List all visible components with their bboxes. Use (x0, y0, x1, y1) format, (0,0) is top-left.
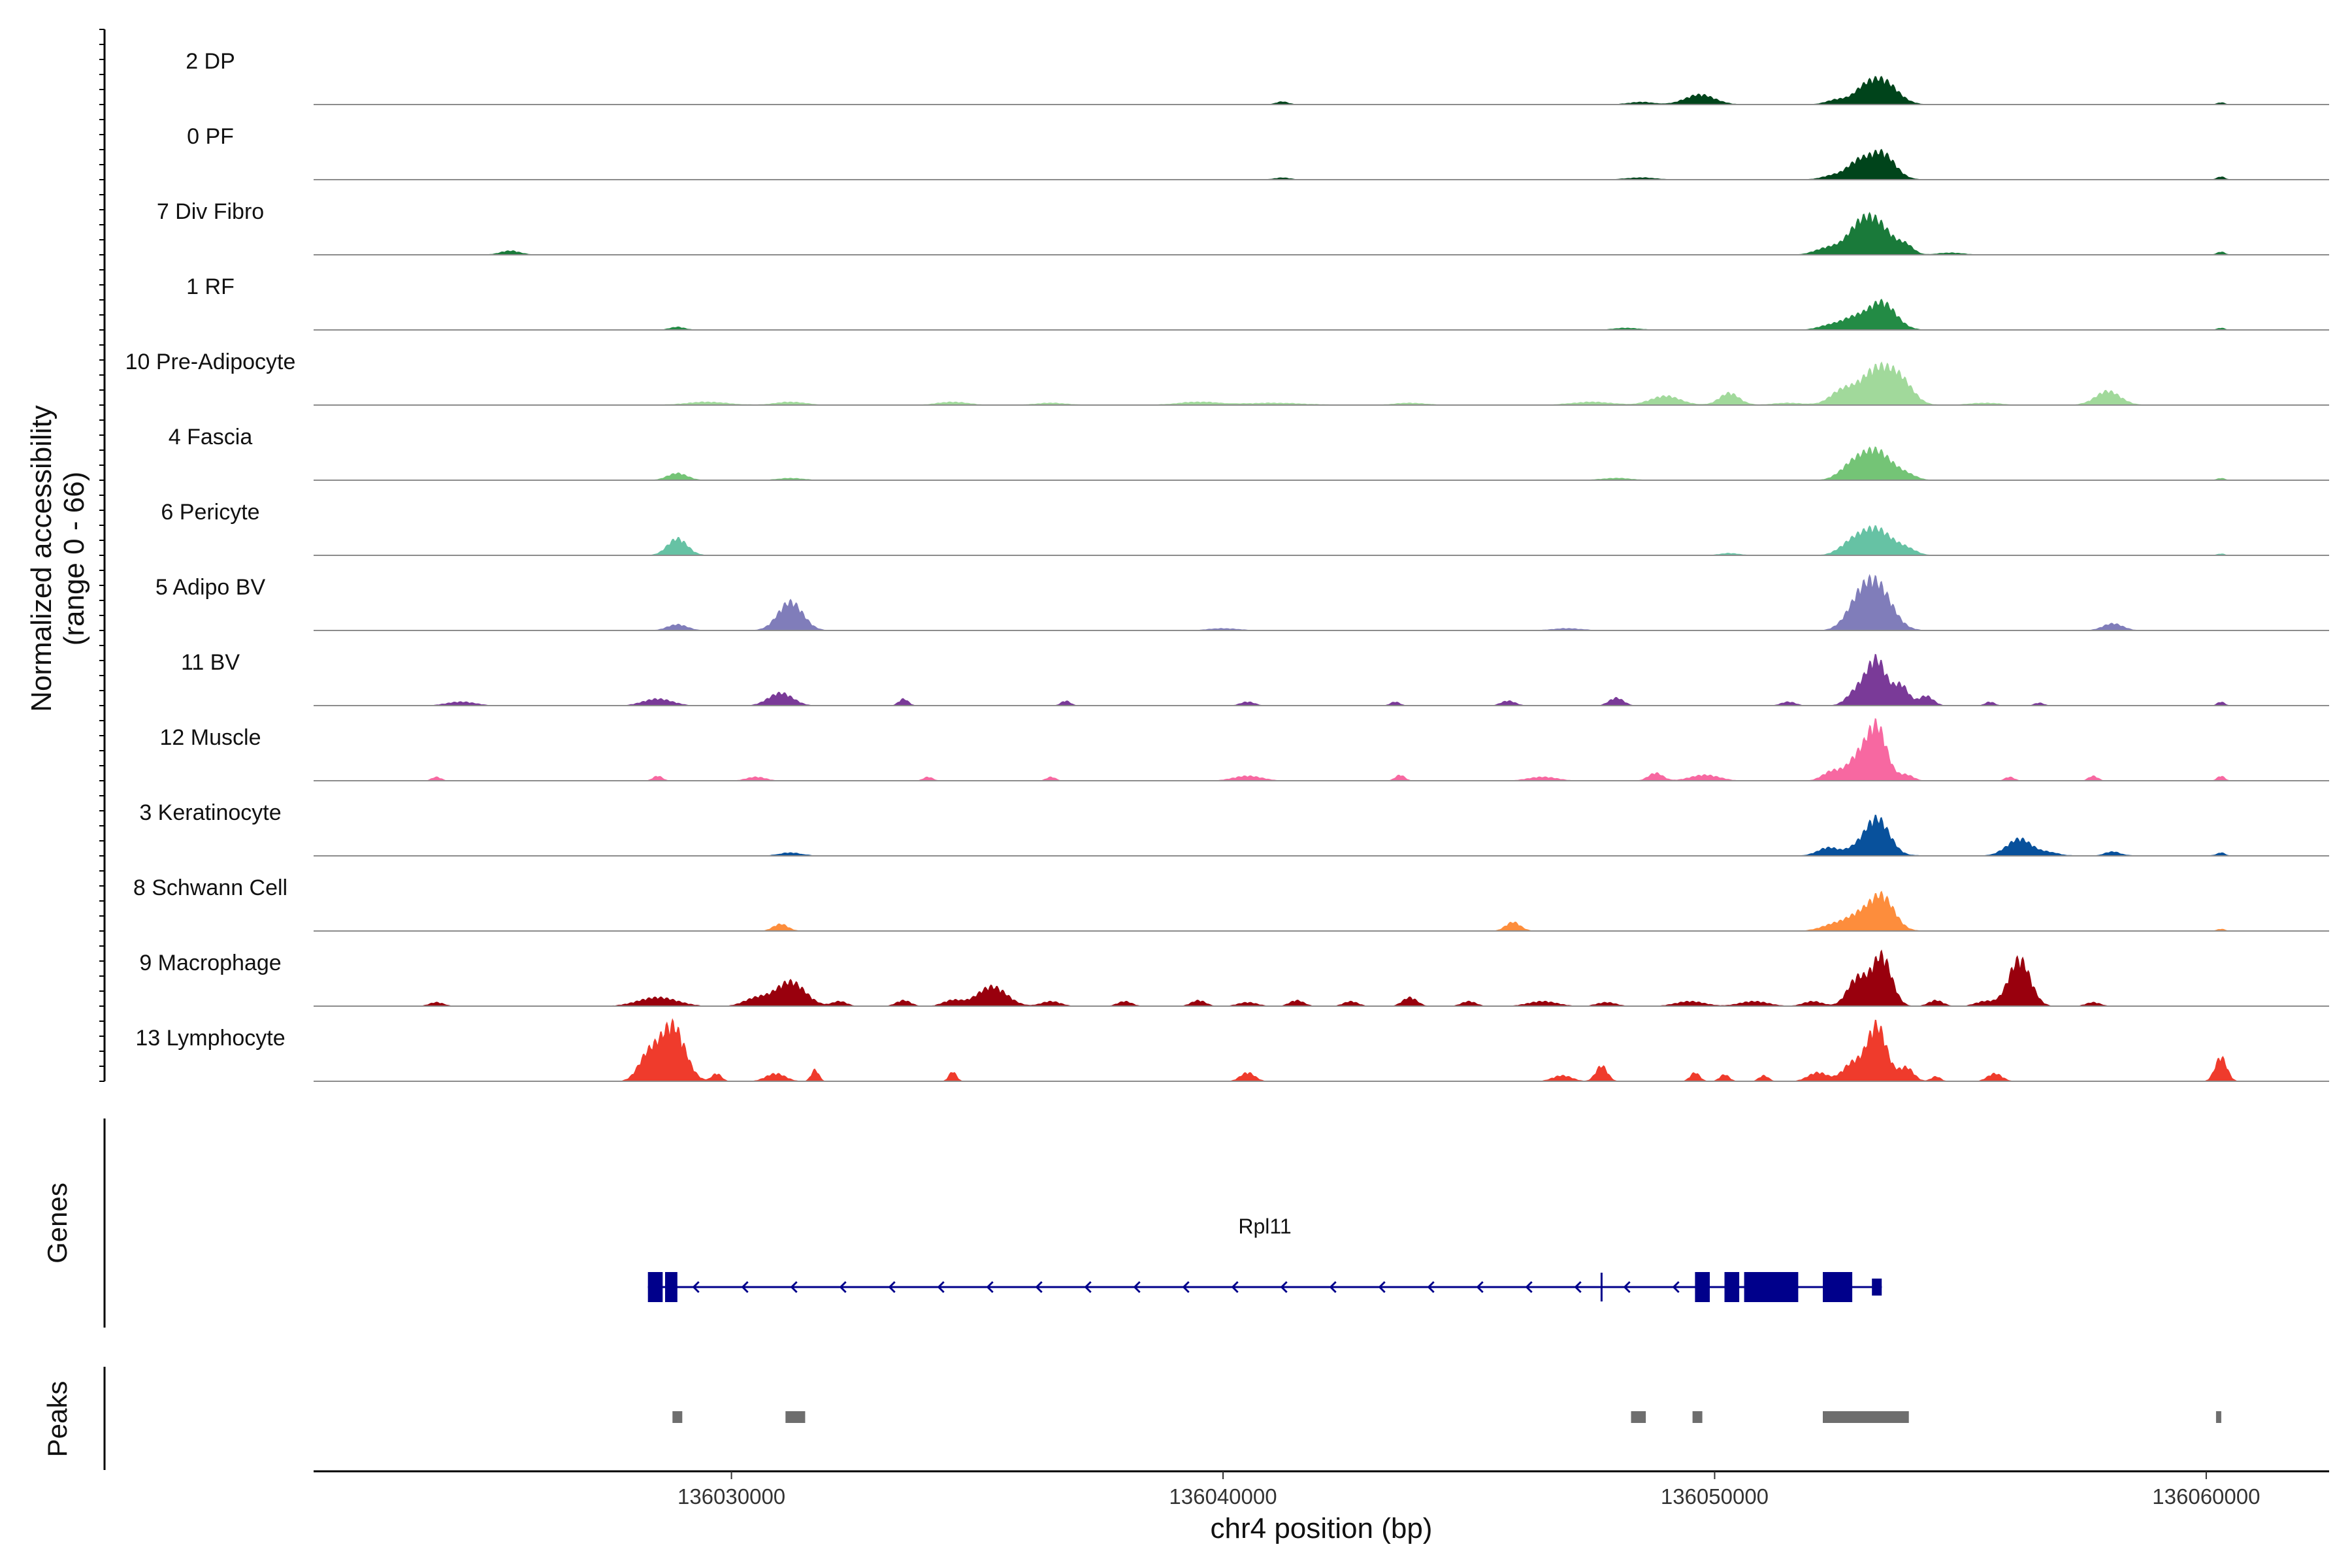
track-coverage-area (314, 148, 2329, 180)
track-coverage-area (314, 525, 2329, 555)
track-label: 4 Fascia (169, 425, 253, 449)
gene-exon (1695, 1272, 1710, 1302)
gene-exon (1744, 1272, 1799, 1302)
peak-region (672, 1411, 683, 1423)
strand-arrow (1427, 1281, 1435, 1294)
track-label: 8 Schwann Cell (133, 875, 287, 900)
track-14: 13 Lymphocyte (135, 1018, 2329, 1082)
strand-arrow (1378, 1281, 1386, 1294)
genes-panel-title: Genes (42, 1183, 73, 1264)
strand-arrow (937, 1281, 945, 1294)
peak-region (785, 1411, 806, 1423)
track-label: 9 Macrophage (139, 951, 281, 975)
track-coverage-area (314, 76, 2329, 105)
strand-arrow (692, 1281, 700, 1294)
track-13: 9 Macrophage (139, 949, 2329, 1007)
track-9: 11 BV (181, 650, 2329, 706)
track-4: 1 RF (186, 274, 2329, 331)
track-coverage-area (314, 718, 2329, 781)
track-label: 1 RF (186, 274, 235, 299)
coverage-y-ticks (99, 29, 105, 1082)
peaks-panel-title: Peaks (42, 1381, 73, 1458)
peaks-panel: Peaks (42, 1367, 2221, 1470)
track-7: 6 Pericyte (161, 500, 2329, 556)
strand-arrow (839, 1281, 847, 1294)
x-axis-title: chr4 position (bp) (1211, 1512, 1433, 1544)
track-10: 12 Muscle (160, 718, 2329, 781)
track-coverage-area (314, 212, 2329, 255)
x-tick-label: 136060000 (2152, 1484, 2260, 1509)
strand-arrow (1672, 1281, 1680, 1294)
strand-arrow (986, 1281, 994, 1294)
track-coverage-area (314, 446, 2329, 480)
strand-arrow (1280, 1281, 1288, 1294)
track-label: 12 Muscle (160, 725, 261, 750)
track-coverage-area (314, 653, 2329, 706)
peak-region (1692, 1411, 1703, 1423)
track-2: 0 PF (187, 124, 2329, 180)
strand-arrow (1035, 1281, 1043, 1294)
peak-region (2215, 1411, 2221, 1423)
strand-arrow (790, 1281, 798, 1294)
coverage-tracks: 2 DP 0 PF 7 Div Fibro 1 RF 10 Pre-Adipocyte 4… (125, 49, 2329, 1082)
strand-arrow (888, 1281, 896, 1294)
gene-exon (1724, 1272, 1740, 1302)
track-label: 6 Pericyte (161, 500, 259, 525)
track-coverage-area (314, 814, 2329, 856)
track-coverage-area (314, 1018, 2329, 1081)
track-label: 3 Keratinocyte (139, 800, 281, 825)
track-11: 3 Keratinocyte (139, 800, 2329, 857)
track-label: 10 Pre-Adipocyte (125, 350, 296, 374)
track-12: 8 Schwann Cell (133, 875, 2329, 932)
x-tick-label: 136040000 (1169, 1484, 1277, 1509)
x-tick-label: 136030000 (678, 1484, 785, 1509)
strand-arrow (1182, 1281, 1190, 1294)
gene-exon (1872, 1279, 1882, 1296)
gene-label-rpl11: Rpl11 (1238, 1215, 1291, 1238)
track-coverage-area (314, 949, 2329, 1006)
peak-regions (672, 1411, 2221, 1423)
x-tick-label: 136050000 (1661, 1484, 1769, 1509)
strand-arrow (1084, 1281, 1092, 1294)
gene-exon (1823, 1272, 1853, 1302)
strand-arrow (1133, 1281, 1141, 1294)
track-6: 4 Fascia (169, 425, 2329, 481)
track-label: 5 Adipo BV (155, 575, 266, 600)
track-1: 2 DP (186, 49, 2329, 105)
y-axis-title-line1: Normalized accessibility (25, 405, 57, 711)
gene-model-rpl11 (647, 1272, 1882, 1302)
x-axis: 136030000 136040000 136050000 136060000 chr… (314, 1470, 2329, 1544)
gene-exon (647, 1272, 663, 1302)
track-label: 13 Lymphocyte (135, 1026, 285, 1051)
track-coverage-area (314, 361, 2329, 405)
track-coverage-area (314, 890, 2329, 931)
gene-exon (665, 1272, 678, 1302)
track-label: 0 PF (187, 124, 234, 149)
strand-arrow (741, 1281, 749, 1294)
x-ticks: 136030000 136040000 136050000 136060000 (678, 1471, 2260, 1509)
track-8: 5 Adipo BV (155, 574, 2329, 631)
strand-arrow (1574, 1281, 1582, 1294)
strand-arrow (1623, 1281, 1631, 1294)
strand-arrow (1525, 1281, 1533, 1294)
track-coverage-area (314, 299, 2329, 330)
track-label: 2 DP (186, 49, 235, 74)
strand-arrow (1476, 1281, 1484, 1294)
strand-arrow (1231, 1281, 1239, 1294)
track-3: 7 Div Fibro (157, 199, 2329, 255)
peak-region (1631, 1411, 1646, 1423)
strand-arrow (1329, 1281, 1337, 1294)
track-coverage-area (314, 574, 2329, 630)
track-5: 10 Pre-Adipocyte (125, 350, 2329, 406)
track-label: 7 Div Fibro (157, 199, 264, 224)
y-axis-title-line2: (range 0 - 66) (58, 472, 90, 646)
genes-panel: Genes Rpl11 (42, 1119, 1882, 1328)
peak-region (1823, 1411, 1909, 1423)
track-label: 11 BV (181, 650, 240, 675)
